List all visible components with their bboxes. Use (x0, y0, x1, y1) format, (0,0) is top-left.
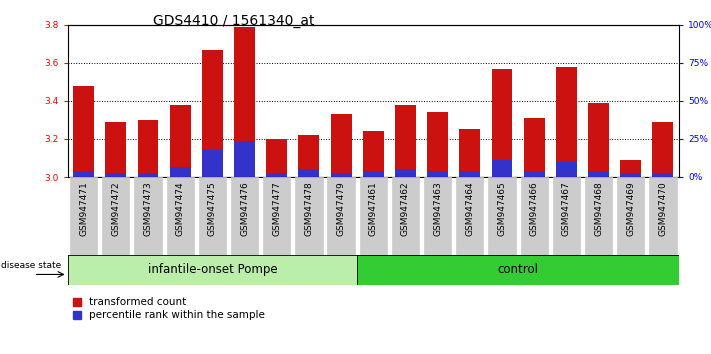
Text: GSM947464: GSM947464 (465, 181, 474, 235)
Bar (524, 171, 545, 177)
Bar (137, 173, 159, 177)
Bar (70, 177, 97, 255)
Bar (395, 170, 416, 177)
Bar (266, 139, 287, 177)
Bar (424, 177, 451, 255)
Bar (653, 122, 673, 177)
Bar (73, 171, 94, 177)
Bar (556, 162, 577, 177)
Text: GSM947474: GSM947474 (176, 181, 185, 235)
Text: infantile-onset Pompe: infantile-onset Pompe (148, 263, 277, 276)
Bar (620, 173, 641, 177)
Bar (234, 27, 255, 177)
Text: GSM947475: GSM947475 (208, 181, 217, 236)
Bar (427, 171, 448, 177)
Bar (588, 171, 609, 177)
Bar (357, 255, 679, 285)
Bar (524, 118, 545, 177)
Bar (134, 177, 161, 255)
Text: GSM947479: GSM947479 (336, 181, 346, 236)
Text: GSM947472: GSM947472 (112, 181, 120, 235)
Bar (263, 177, 290, 255)
Bar (488, 177, 515, 255)
Text: control: control (498, 263, 539, 276)
Bar (556, 67, 577, 177)
Bar (331, 114, 351, 177)
Text: GSM947463: GSM947463 (433, 181, 442, 236)
Text: GSM947461: GSM947461 (369, 181, 378, 236)
Bar (105, 173, 127, 177)
Bar (68, 255, 357, 285)
Bar (166, 177, 194, 255)
Text: GSM947470: GSM947470 (658, 181, 668, 236)
Bar (170, 167, 191, 177)
Bar (170, 105, 191, 177)
Bar (295, 177, 323, 255)
Bar (234, 141, 255, 177)
Bar (202, 50, 223, 177)
Text: GSM947471: GSM947471 (79, 181, 88, 236)
Text: GSM947465: GSM947465 (498, 181, 506, 236)
Bar (360, 177, 387, 255)
Text: GSM947462: GSM947462 (401, 181, 410, 235)
Bar (105, 122, 127, 177)
Bar (102, 177, 129, 255)
Bar (231, 177, 258, 255)
Text: GSM947467: GSM947467 (562, 181, 571, 236)
Bar (202, 150, 223, 177)
Text: GSM947469: GSM947469 (626, 181, 635, 236)
Bar (649, 177, 677, 255)
Bar (327, 177, 355, 255)
Bar (617, 177, 644, 255)
Text: GSM947477: GSM947477 (272, 181, 282, 236)
Bar (299, 170, 319, 177)
Bar (427, 112, 448, 177)
Text: GDS4410 / 1561340_at: GDS4410 / 1561340_at (153, 14, 314, 28)
Bar (585, 177, 612, 255)
Bar (363, 131, 384, 177)
Text: GSM947476: GSM947476 (240, 181, 249, 236)
Bar (491, 69, 513, 177)
Text: GSM947468: GSM947468 (594, 181, 603, 236)
Bar (363, 171, 384, 177)
Bar (588, 103, 609, 177)
Text: GSM947473: GSM947473 (144, 181, 152, 236)
Legend: transformed count, percentile rank within the sample: transformed count, percentile rank withi… (73, 297, 265, 320)
Bar (620, 160, 641, 177)
Bar (392, 177, 419, 255)
Bar (653, 173, 673, 177)
Text: GSM947478: GSM947478 (304, 181, 314, 236)
Bar (395, 105, 416, 177)
Bar (331, 173, 351, 177)
Text: GSM947466: GSM947466 (530, 181, 539, 236)
Bar (491, 160, 513, 177)
Text: disease state: disease state (1, 261, 62, 270)
Bar (456, 177, 483, 255)
Bar (459, 130, 481, 177)
Bar (459, 171, 481, 177)
Bar (198, 177, 226, 255)
Bar (520, 177, 548, 255)
Bar (299, 135, 319, 177)
Bar (73, 86, 94, 177)
Bar (137, 120, 159, 177)
Bar (552, 177, 580, 255)
Bar (266, 173, 287, 177)
